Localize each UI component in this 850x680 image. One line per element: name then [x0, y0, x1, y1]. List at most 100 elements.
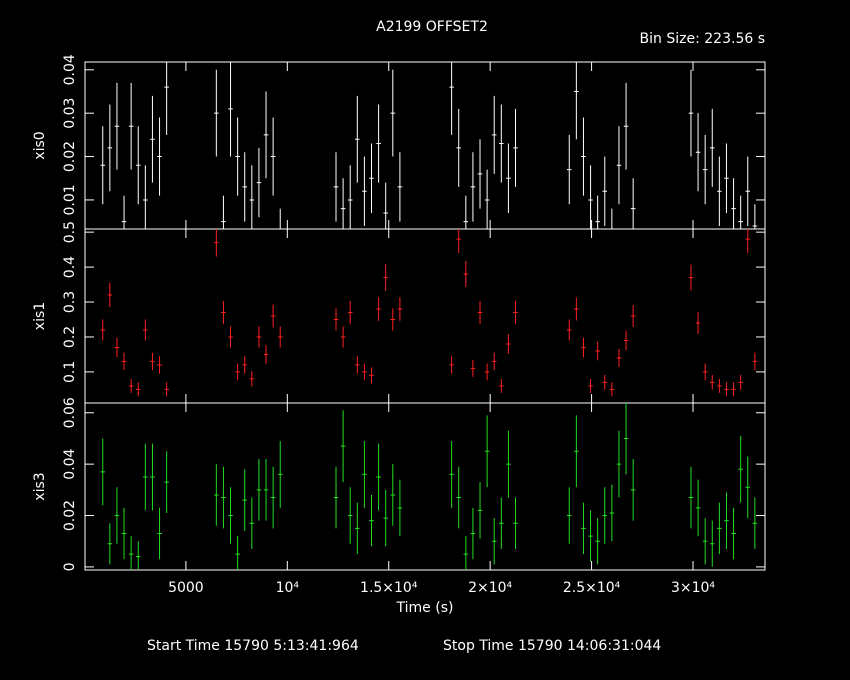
error-bar: [752, 352, 758, 371]
error-bar: [128, 378, 134, 393]
error-bar: [616, 430, 622, 498]
error-bar: [362, 363, 367, 381]
error-bar: [355, 502, 360, 555]
error-bar: [249, 371, 255, 387]
error-bar: [588, 378, 593, 393]
y-tick-label: 0.04: [62, 448, 78, 479]
error-bar: [602, 375, 608, 390]
error-bar: [745, 456, 751, 519]
error-bar: [731, 382, 736, 397]
x-axis-label: Time (s): [396, 600, 454, 616]
error-bar: [449, 62, 454, 135]
error-bar: [270, 466, 276, 529]
y-tick-label: 0.01: [62, 184, 78, 215]
error-bar: [263, 91, 269, 179]
error-bar: [499, 378, 504, 393]
panel-frame: [84, 61, 766, 230]
error-bar: [362, 441, 367, 508]
error-bar: [463, 536, 469, 570]
error-bar: [456, 108, 461, 187]
error-bar: [221, 195, 226, 229]
error-bar: [630, 459, 636, 521]
error-bar: [143, 319, 148, 341]
error-bar: [279, 208, 281, 229]
error-bar: [221, 300, 226, 325]
error-bar: [242, 152, 247, 222]
points: [100, 62, 758, 229]
error-bar: [477, 139, 483, 209]
x-tick-label: 10⁴: [276, 580, 300, 596]
error-bar: [581, 117, 586, 196]
error-bar: [135, 382, 141, 397]
error-bar: [738, 375, 743, 390]
error-bar: [256, 459, 262, 521]
error-bar: [100, 438, 106, 506]
error-bar: [738, 435, 743, 503]
error-bar: [397, 152, 403, 222]
error-bar: [611, 208, 613, 229]
error-bar: [390, 464, 396, 526]
error-bar: [513, 108, 518, 187]
error-bar: [340, 178, 346, 229]
error-bar: [114, 487, 120, 544]
error-bar: [347, 487, 353, 544]
error-bar: [383, 182, 388, 229]
error-bar: [383, 489, 388, 547]
error-bar: [623, 82, 629, 170]
error-bar: [695, 479, 701, 537]
error-bar: [164, 451, 169, 513]
error-bar: [574, 62, 579, 140]
y-tick-label: 0.1: [62, 361, 78, 383]
error-bar: [270, 304, 276, 328]
error-bar: [150, 443, 155, 511]
error-bar: [717, 378, 722, 393]
y-tick-label: 0: [62, 562, 78, 571]
error-bar: [695, 312, 701, 334]
y-tick-label: 0.04: [62, 54, 78, 85]
error-bar: [688, 466, 694, 529]
error-bar: [256, 147, 262, 218]
error-bar: [588, 510, 593, 562]
error-bar: [164, 382, 169, 397]
x-tick-label: 1.5×10⁴: [360, 580, 418, 596]
error-bar: [484, 363, 490, 381]
panel-frame: [84, 402, 766, 571]
bin-size: Bin Size: 223.56 s: [640, 31, 765, 47]
error-bar: [242, 469, 247, 531]
error-bar: [616, 126, 622, 205]
error-bar: [752, 204, 758, 229]
error-bar: [702, 518, 708, 565]
error-bar: [709, 375, 715, 390]
error-bar: [277, 441, 283, 508]
error-bar: [128, 536, 134, 570]
error-bar: [477, 482, 483, 539]
error-bar: [449, 356, 454, 374]
error-bar: [738, 195, 743, 229]
error-bar: [214, 464, 219, 526]
error-bar: [595, 518, 600, 565]
error-bar: [157, 117, 162, 196]
panel-frame: [84, 228, 766, 404]
error-bar: [717, 156, 722, 226]
stop-time: Stop Time 15790 14:06:31:044: [443, 638, 661, 654]
y-tick-label: 0.3: [62, 291, 78, 313]
error-bar: [107, 282, 113, 308]
error-bar: [566, 319, 572, 341]
error-bar: [249, 497, 255, 549]
error-bar: [724, 382, 729, 397]
error-bar: [164, 62, 169, 135]
error-bar: [477, 300, 483, 325]
error-bar: [100, 126, 106, 205]
error-bar: [630, 304, 636, 328]
error-bar: [333, 152, 339, 222]
y-tick-label: 0.2: [62, 326, 78, 348]
error-bar: [499, 497, 504, 549]
error-bar: [630, 178, 636, 229]
error-bar: [623, 403, 629, 475]
error-bar: [702, 134, 708, 205]
error-bar: [709, 520, 715, 567]
error-bar: [228, 326, 233, 348]
error-bar: [235, 117, 240, 196]
error-bar: [340, 410, 346, 483]
